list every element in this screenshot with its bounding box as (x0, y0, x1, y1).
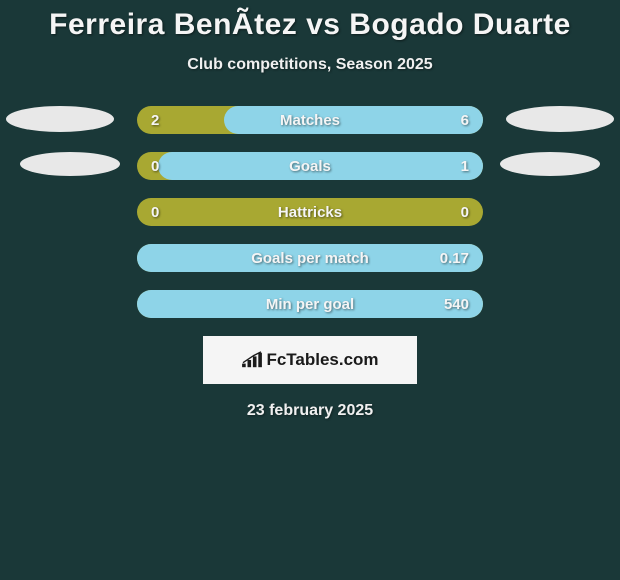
stat-row: 2 Matches 6 (0, 106, 620, 134)
stat-value-left: 0 (151, 204, 159, 221)
stat-row: 0 Goals 1 (0, 152, 620, 180)
stat-value-right: 6 (461, 112, 469, 129)
stat-value-right: 0.17 (440, 250, 469, 267)
stat-bar: 0 Hattricks 0 (137, 198, 483, 226)
stat-row: Min per goal 540 (0, 290, 620, 318)
comparison-container: Ferreira BenÃ­tez vs Bogado Duarte Club … (0, 0, 620, 420)
logo-label: FcTables.com (266, 350, 378, 370)
logo-box[interactable]: FcTables.com (203, 336, 417, 384)
stat-row: Goals per match 0.17 (0, 244, 620, 272)
stat-bar: 0 Goals 1 (137, 152, 483, 180)
stat-bar: Goals per match 0.17 (137, 244, 483, 272)
stats-area: 2 Matches 6 0 Goals 1 0 Hattricks 0 (0, 106, 620, 318)
stat-row: 0 Hattricks 0 (0, 198, 620, 226)
stat-value-right: 1 (461, 158, 469, 175)
stat-bar: Min per goal 540 (137, 290, 483, 318)
stat-bar-fill (224, 106, 484, 134)
stat-value-right: 540 (444, 296, 469, 313)
stat-label: Hattricks (278, 204, 342, 221)
page-title: Ferreira BenÃ­tez vs Bogado Duarte (0, 8, 620, 42)
stat-label: Goals per match (251, 250, 369, 267)
stat-value-left: 2 (151, 112, 159, 129)
stat-label: Matches (280, 112, 340, 129)
subtitle: Club competitions, Season 2025 (0, 56, 620, 74)
date-text: 23 february 2025 (0, 402, 620, 420)
stat-bar: 2 Matches 6 (137, 106, 483, 134)
stat-value-right: 0 (461, 204, 469, 221)
stat-value-left: 0 (151, 158, 159, 175)
stat-label: Min per goal (266, 296, 354, 313)
bar-chart-icon (241, 351, 263, 369)
logo-text: FcTables.com (241, 350, 378, 370)
stat-label: Goals (289, 158, 331, 175)
